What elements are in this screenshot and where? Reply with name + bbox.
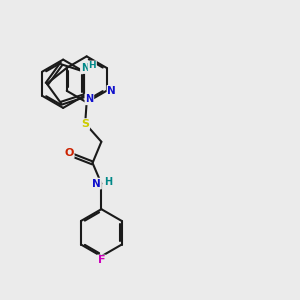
Text: H: H	[104, 177, 112, 188]
Text: S: S	[81, 119, 89, 129]
Text: H: H	[88, 61, 96, 70]
Text: F: F	[98, 255, 105, 266]
Text: N: N	[92, 178, 101, 189]
Text: O: O	[64, 148, 74, 158]
Text: N: N	[107, 86, 116, 96]
Text: N: N	[81, 63, 89, 73]
Text: N: N	[85, 94, 93, 104]
